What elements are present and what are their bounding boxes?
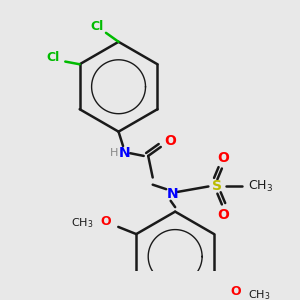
Text: O: O xyxy=(230,285,241,298)
Text: O: O xyxy=(218,151,230,165)
Text: Cl: Cl xyxy=(90,20,104,33)
Text: H: H xyxy=(110,148,118,158)
Text: O: O xyxy=(100,215,111,228)
Text: O: O xyxy=(164,134,176,148)
Text: O: O xyxy=(218,208,230,222)
Text: CH$_3$: CH$_3$ xyxy=(248,288,270,300)
Text: N: N xyxy=(167,187,178,201)
Text: S: S xyxy=(212,179,222,194)
Text: N: N xyxy=(119,146,131,160)
Text: CH$_3$: CH$_3$ xyxy=(71,216,94,230)
Text: CH$_3$: CH$_3$ xyxy=(248,179,273,194)
Text: Cl: Cl xyxy=(46,52,59,64)
